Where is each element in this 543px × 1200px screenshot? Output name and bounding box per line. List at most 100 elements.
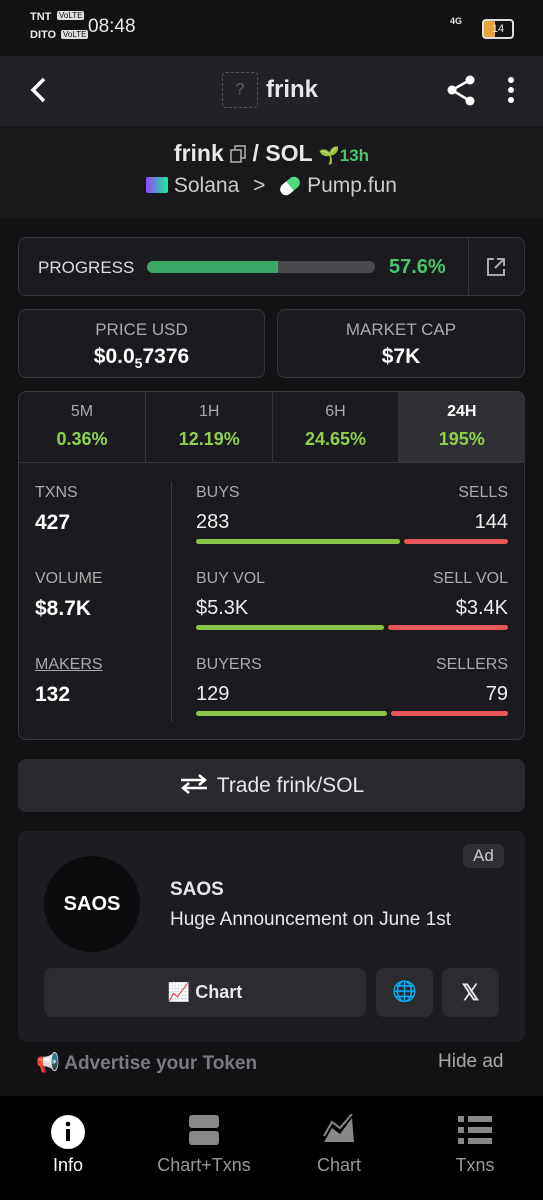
network: 4G bbox=[450, 16, 463, 26]
sell-bar bbox=[404, 539, 508, 544]
mcap-label: MARKET CAP bbox=[345, 320, 457, 339]
nav-icon-svg bbox=[189, 1115, 219, 1145]
buy-bar bbox=[196, 539, 401, 544]
trade-row: Trade frink/SOL bbox=[18, 773, 525, 798]
nav-icon bbox=[269, 1113, 409, 1151]
nav-item[interactable]: Txns bbox=[405, 1096, 543, 1200]
x-button[interactable]: 𝕏 bbox=[442, 968, 499, 1017]
ad-text: Huge Announcement on June 1st bbox=[170, 909, 451, 930]
battery: 14 bbox=[482, 19, 514, 39]
makers-label: MAKERS bbox=[35, 656, 103, 673]
advertise-link[interactable]: 📢 Advertise your Token bbox=[36, 1053, 258, 1074]
timeframe-change: 24.65% bbox=[304, 429, 367, 449]
pump-icon bbox=[277, 174, 303, 198]
stats-card: 5M 0.36% 1H 12.19% 6H 24.65% 24H 195% TXNS 427 VO… bbox=[18, 391, 525, 740]
ad-chart-button[interactable]: 📈 Chart bbox=[44, 968, 366, 1017]
progress-card: PROGRESS 57.6% bbox=[18, 237, 525, 296]
header-title: frink bbox=[266, 76, 319, 103]
nav-icon bbox=[0, 1114, 138, 1155]
base: frink bbox=[173, 140, 224, 166]
left-label: BUYS bbox=[196, 484, 240, 501]
price-label: PRICE USD bbox=[95, 320, 188, 339]
share-button[interactable] bbox=[446, 74, 478, 106]
separator: > bbox=[253, 174, 266, 197]
left-value: $5.3K bbox=[196, 597, 249, 619]
timeframe-label: 5M bbox=[70, 403, 94, 420]
price-prefix: $0.0 bbox=[93, 345, 135, 368]
age-text: 13h bbox=[339, 146, 370, 165]
timeframe-change: 12.19% bbox=[178, 429, 240, 449]
progress-label: PROGRESS bbox=[38, 258, 135, 277]
nav-icon-svg bbox=[458, 1116, 492, 1144]
left-label: BUYERS bbox=[196, 656, 262, 673]
txns-label: TXNS bbox=[35, 484, 78, 501]
volume-value: $8.7K bbox=[35, 597, 92, 620]
right-label: SELLS bbox=[458, 484, 508, 501]
age: 🌱13h bbox=[318, 146, 370, 165]
dex: Pump.fun bbox=[307, 174, 397, 197]
right-value: 144 bbox=[474, 511, 508, 533]
mcap-value: $7K bbox=[381, 345, 421, 368]
nav-icon bbox=[134, 1114, 274, 1151]
timeframe-tab[interactable]: 1H 12.19% bbox=[145, 392, 272, 462]
mcap-card: MARKET CAP $7K bbox=[277, 309, 525, 378]
bottom-nav: Info Chart+Txns Chart Txns bbox=[0, 1096, 543, 1200]
timeframe-label: 1H bbox=[199, 403, 220, 420]
carrier: DITO bbox=[30, 29, 57, 41]
txns-value: 427 bbox=[35, 511, 71, 534]
website-button[interactable]: 🌐 bbox=[376, 968, 433, 1017]
price-value: $0.057376 bbox=[19, 345, 264, 371]
nav-item[interactable]: Info bbox=[0, 1096, 138, 1200]
buy-bar bbox=[196, 711, 388, 716]
left-label: BUY VOL bbox=[196, 570, 266, 587]
trade-button[interactable]: Trade frink/SOL bbox=[18, 759, 525, 812]
carrier: TNT bbox=[30, 11, 52, 23]
sell-bar bbox=[391, 711, 508, 716]
price-subscript: 5 bbox=[134, 355, 143, 372]
nav-label: Info bbox=[52, 1155, 84, 1175]
external-link[interactable] bbox=[486, 257, 506, 277]
progress-fill bbox=[147, 261, 279, 273]
advertise-text: Advertise your Token bbox=[64, 1053, 258, 1074]
header: ? frink bbox=[0, 56, 543, 126]
nav-label: Txns bbox=[455, 1155, 495, 1175]
pair-line: frink / SOL 🌱13h bbox=[0, 140, 543, 167]
left-value: 283 bbox=[196, 511, 230, 533]
sell-bar bbox=[387, 625, 508, 630]
volume-label: VOLUME bbox=[35, 570, 103, 587]
buy-bar bbox=[196, 625, 384, 630]
makers-value: 132 bbox=[35, 683, 71, 706]
hide-ad[interactable]: Hide ad bbox=[438, 1051, 504, 1072]
quote: / SOL bbox=[252, 140, 313, 166]
right-value: 79 bbox=[485, 683, 508, 705]
timeframe-tab[interactable]: 6H 24.65% bbox=[271, 392, 399, 462]
solana-icon bbox=[146, 177, 169, 193]
clock: 08:48 bbox=[88, 16, 136, 37]
nav-icon bbox=[405, 1114, 543, 1151]
timeframe-label: 24H bbox=[447, 403, 477, 420]
progress-value: 57.6% bbox=[389, 256, 446, 278]
nav-label: Chart bbox=[316, 1155, 361, 1175]
timeframe-tab[interactable]: 24H 195% bbox=[397, 392, 524, 462]
timeframe-label: 6H bbox=[325, 403, 346, 420]
menu-button[interactable] bbox=[505, 76, 517, 106]
timeframe-tab[interactable]: 5M 0.36% bbox=[19, 392, 145, 462]
right-label: SELLERS bbox=[435, 656, 508, 673]
divider bbox=[171, 482, 172, 722]
ad-logo: SAOS bbox=[44, 856, 140, 952]
back-button[interactable] bbox=[28, 76, 50, 104]
nav-item[interactable]: Chart bbox=[269, 1096, 409, 1200]
ad-badge: Ad bbox=[463, 844, 504, 868]
volte: VoLTE bbox=[61, 30, 89, 39]
chain-line: Solana > Pump.fun bbox=[0, 174, 543, 198]
token-icon: ? bbox=[222, 72, 258, 108]
divider bbox=[468, 238, 469, 295]
progress-track bbox=[147, 261, 375, 273]
trade-text: Trade frink/SOL bbox=[216, 774, 365, 797]
chain: Solana bbox=[173, 174, 240, 197]
copy-icon[interactable] bbox=[230, 145, 246, 163]
status-bar: TNT VoLTE DITO VoLTE 08:48 4G 14 bbox=[0, 0, 543, 56]
right-label: SELL VOL bbox=[432, 570, 508, 587]
nav-item[interactable]: Chart+Txns bbox=[134, 1096, 274, 1200]
